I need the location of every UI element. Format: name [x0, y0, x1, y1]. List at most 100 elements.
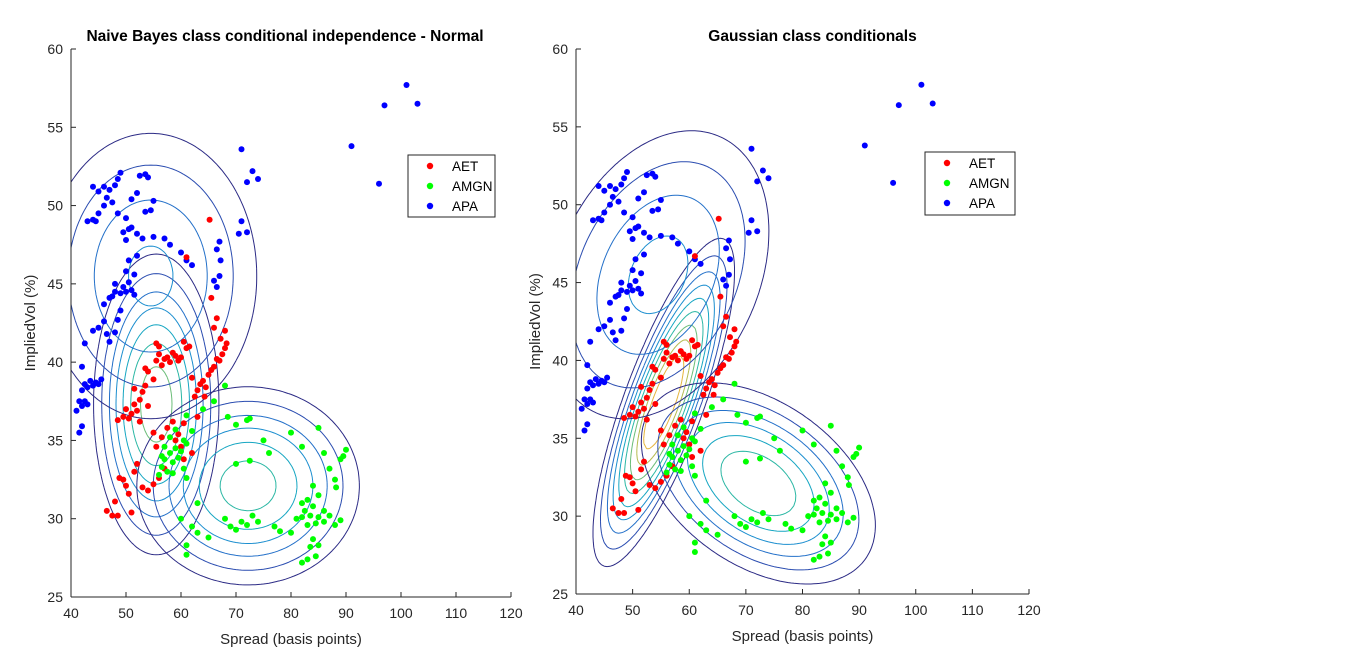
point-apa [150, 233, 157, 240]
point-apa [584, 362, 591, 369]
point-apa [618, 279, 625, 286]
point-aet [689, 454, 696, 460]
point-amgn [304, 496, 311, 503]
x-tick-label: 50 [625, 602, 641, 618]
point-amgn [310, 503, 316, 510]
point-amgn [337, 517, 344, 524]
point-aet [710, 391, 717, 398]
legend-marker-apa [943, 199, 951, 207]
point-apa [101, 301, 107, 308]
point-amgn [260, 437, 267, 444]
point-aet [164, 424, 171, 431]
contour-apa-level-1 [71, 132, 258, 420]
y-tick-label: 30 [552, 508, 568, 524]
point-apa [595, 183, 602, 189]
point-amgn [822, 480, 829, 487]
point-amgn [839, 510, 846, 516]
point-aet [629, 480, 636, 487]
contour-apa-level-3 [596, 194, 720, 355]
point-amgn [765, 516, 772, 523]
point-aet [728, 349, 735, 356]
point-amgn [827, 539, 834, 546]
point-amgn [249, 512, 256, 519]
point-amgn [194, 529, 201, 536]
point-apa [134, 252, 140, 259]
point-apa [624, 306, 630, 312]
y-tick-label: 45 [552, 275, 568, 291]
point-aet [632, 488, 639, 495]
point-amgn [312, 553, 319, 560]
point-amgn [822, 500, 829, 507]
point-apa [612, 186, 619, 193]
x-tick-label: 100 [904, 602, 928, 618]
x-tick-label: 50 [118, 605, 134, 621]
point-amgn [332, 522, 338, 528]
point-amgn [731, 513, 738, 520]
x-tick-label: 70 [738, 602, 754, 618]
point-amgn [827, 489, 834, 496]
legend-label-apa: APA [452, 199, 478, 214]
point-amgn [321, 450, 327, 456]
point-amgn [246, 457, 253, 464]
point-amgn [288, 429, 294, 436]
point-amgn [255, 518, 261, 525]
point-apa [123, 237, 129, 243]
point-aet [145, 403, 151, 409]
point-aet [120, 476, 127, 483]
point-apa [95, 188, 102, 195]
point-apa [249, 168, 256, 175]
chart-panel-2: 40 50 60 70 80 90 100 110 120 25 30 35 40 45 50 55 60 Spr… [527, 28, 1041, 645]
point-apa [128, 196, 135, 203]
point-aet [618, 496, 625, 502]
point-apa [161, 235, 168, 242]
point-amgn [691, 549, 698, 555]
y-tick-label: 60 [47, 41, 63, 57]
point-apa [109, 293, 116, 300]
point-apa [615, 198, 622, 205]
point-amgn [677, 468, 684, 474]
point-aet [686, 352, 693, 359]
point-apa [117, 169, 124, 176]
point-apa [112, 288, 118, 295]
point-amgn [799, 527, 806, 534]
point-apa [641, 229, 647, 236]
point-amgn [691, 438, 698, 445]
point-aet [660, 355, 667, 362]
point-apa [139, 235, 146, 242]
point-amgn [788, 525, 795, 532]
point-apa [618, 181, 625, 188]
y-tick-label: 60 [552, 41, 568, 57]
point-apa [235, 230, 242, 237]
point-amgn [810, 556, 817, 563]
point-apa [114, 176, 121, 182]
point-amgn [827, 422, 834, 429]
point-amgn [737, 520, 744, 527]
point-aet [194, 387, 201, 394]
point-apa [238, 218, 245, 225]
point-apa [918, 81, 925, 88]
point-amgn [164, 468, 171, 475]
point-aet [697, 447, 704, 454]
x-tick-label: 90 [851, 602, 867, 618]
point-apa [134, 230, 140, 237]
point-amgn [663, 469, 670, 476]
point-apa [861, 142, 868, 149]
point-aet [657, 478, 664, 485]
point-aet [635, 506, 642, 513]
point-aet [638, 383, 645, 390]
point-amgn [315, 424, 322, 431]
point-amgn [691, 410, 698, 417]
point-aet [720, 362, 727, 369]
point-apa [73, 407, 80, 414]
point-apa [612, 337, 619, 344]
point-apa [890, 179, 897, 186]
point-apa [621, 315, 628, 322]
point-aet [167, 359, 173, 366]
point-apa [106, 186, 113, 193]
point-apa [646, 234, 653, 241]
point-aet [136, 418, 143, 425]
point-aet [697, 373, 704, 379]
point-amgn [839, 463, 846, 470]
point-aet [206, 216, 213, 223]
point-apa [604, 374, 611, 381]
